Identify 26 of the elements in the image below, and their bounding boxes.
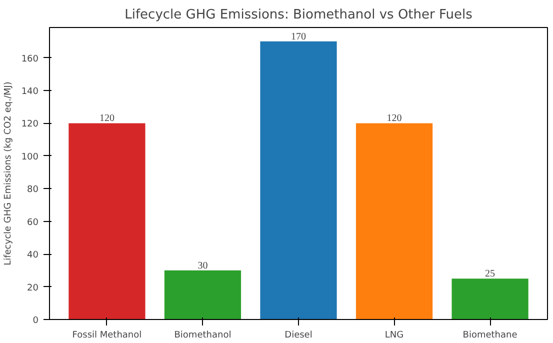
y-tick-label: 40 bbox=[27, 250, 39, 261]
bar bbox=[260, 41, 337, 320]
x-tick-label: Fossil Methanol bbox=[72, 330, 142, 340]
y-axis-title: Lifecycle GHG Emissions (kg CO2 eq./MJ) bbox=[3, 82, 14, 266]
bar bbox=[452, 278, 528, 320]
data-label: 120 bbox=[386, 113, 402, 124]
y-tick-label: 100 bbox=[21, 152, 39, 162]
y-tick-label: 140 bbox=[21, 86, 39, 97]
y-tick-label: 80 bbox=[27, 185, 39, 196]
y-tick-label: 0 bbox=[32, 316, 39, 326]
bar bbox=[68, 123, 146, 320]
x-tick-label: LNG bbox=[384, 330, 404, 340]
y-tick-label: 120 bbox=[21, 120, 39, 130]
y-tick-label: 60 bbox=[27, 218, 39, 228]
x-tick-label: Biomethanol bbox=[174, 330, 232, 340]
y-tick-label: 20 bbox=[27, 283, 39, 294]
data-label: 170 bbox=[291, 31, 306, 42]
x-tick-label: Diesel bbox=[284, 330, 312, 340]
bar bbox=[356, 123, 433, 320]
data-label: 25 bbox=[485, 268, 496, 280]
y-tick-label: 160 bbox=[21, 54, 39, 64]
data-label: 30 bbox=[198, 260, 208, 272]
bar bbox=[164, 270, 242, 320]
chart-title: Lifecycle GHG Emissions: Biomethanol vs Other Fuels bbox=[124, 8, 473, 22]
x-tick-label: Biomethane bbox=[462, 330, 518, 340]
data-label: 120 bbox=[99, 113, 114, 124]
